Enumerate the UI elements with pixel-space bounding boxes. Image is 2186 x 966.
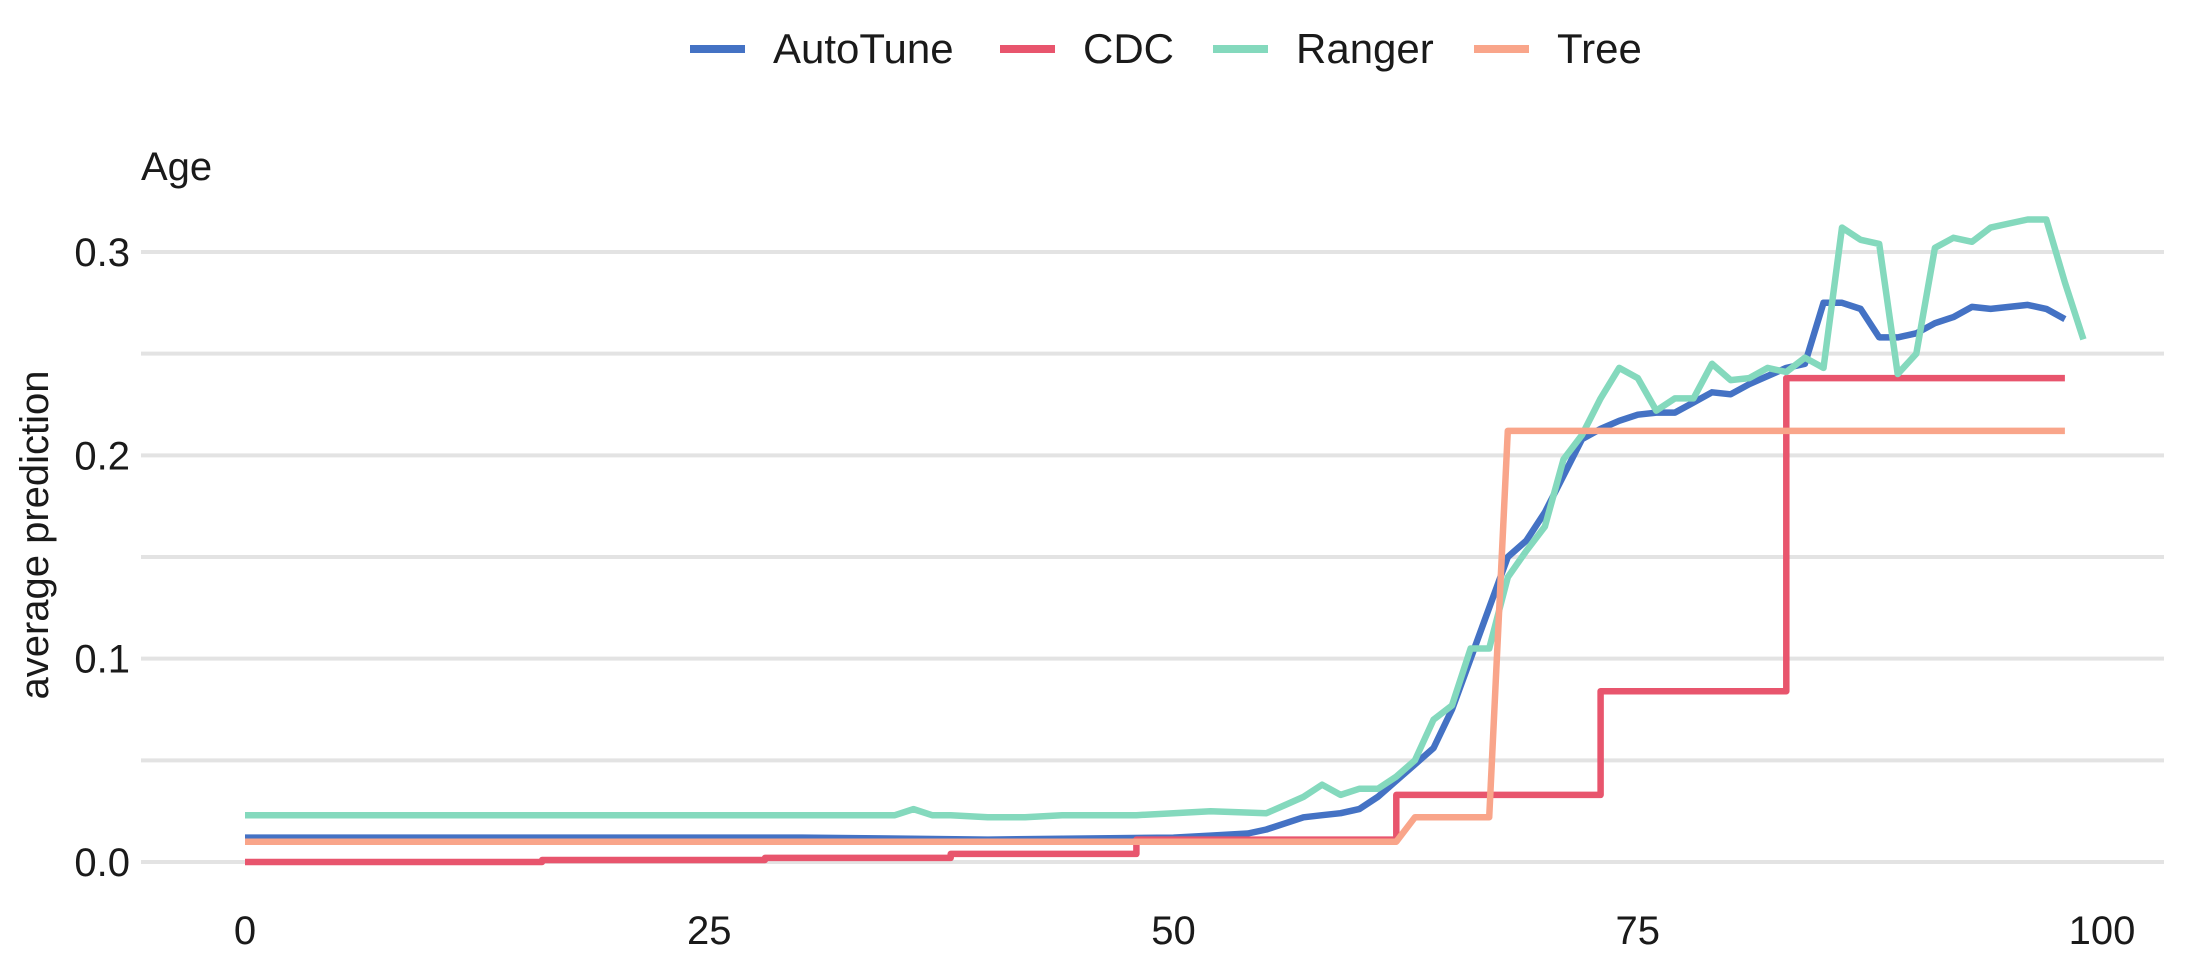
y-tick-label: 0.3 xyxy=(74,231,130,275)
legend-label-autotune: AutoTune xyxy=(773,25,954,72)
y-tick-label: 0.2 xyxy=(74,434,130,478)
y-tick-label: 0.0 xyxy=(74,841,130,885)
chart-title: Age xyxy=(141,145,212,189)
y-axis-ticks: 0.0 0.1 0.2 0.3 xyxy=(74,231,130,885)
series-lines xyxy=(245,216,2087,866)
legend-label-cdc: CDC xyxy=(1083,25,1174,72)
legend-label-tree: Tree xyxy=(1557,25,1642,72)
legend-label-ranger: Ranger xyxy=(1296,25,1434,72)
x-axis-ticks: 0 25 50 75 100 xyxy=(234,909,2136,953)
gridlines xyxy=(141,250,2164,864)
series-line-cdc xyxy=(245,374,2065,866)
legend: AutoTune CDC Ranger Tree xyxy=(690,25,1642,72)
series-line-ranger xyxy=(245,216,2087,821)
y-axis-title: average prediction xyxy=(13,370,57,699)
x-tick-label: 50 xyxy=(1151,909,1196,953)
y-tick-label: 0.1 xyxy=(74,638,130,682)
x-tick-label: 0 xyxy=(234,909,256,953)
x-tick-label: 75 xyxy=(1616,909,1661,953)
x-tick-label: 25 xyxy=(687,909,732,953)
x-tick-label: 100 xyxy=(2069,909,2136,953)
series-line-tree xyxy=(245,427,2065,845)
